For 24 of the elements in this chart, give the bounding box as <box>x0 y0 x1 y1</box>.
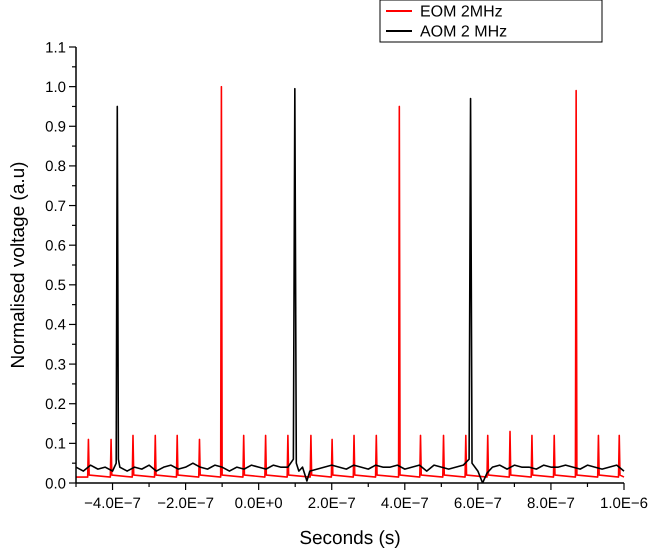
x-tick-label: 6.0E−7 <box>454 495 502 512</box>
y-tick-label: 0.8 <box>45 158 66 176</box>
legend-label: EOM 2MHz <box>420 4 503 21</box>
y-tick-label: 0.7 <box>45 198 66 215</box>
y-tick-label: 0.6 <box>45 237 66 254</box>
y-tick-label: 0.9 <box>45 118 66 136</box>
y-tick-label: 0.1 <box>45 436 66 453</box>
x-axis-title: Seconds (s) <box>299 528 401 549</box>
y-tick-label: 0.2 <box>45 396 66 413</box>
y-tick-label: 0.3 <box>45 356 66 374</box>
x-tick-label: 2.0E−7 <box>308 495 356 512</box>
x-tick-label: 8.0E−7 <box>526 495 575 512</box>
y-tick-label: 1.1 <box>45 39 66 56</box>
legend-label: AOM 2 MHz <box>420 24 508 41</box>
y-tick-label: 0.4 <box>45 316 66 334</box>
y-tick-label: 1.0 <box>45 78 66 96</box>
x-tick-label: −4.0E−7 <box>84 495 141 512</box>
y-tick-label: 0.0 <box>45 475 66 492</box>
x-tick-label: 4.0E−7 <box>380 495 429 512</box>
x-tick-label: 1.0E−6 <box>600 495 648 512</box>
x-tick-label: −2.0E−7 <box>157 495 214 512</box>
y-axis-title: Normalised voltage (a.u) <box>8 162 29 368</box>
y-tick-label: 0.5 <box>45 277 66 294</box>
x-tick-label: 0.0E+0 <box>234 495 283 512</box>
